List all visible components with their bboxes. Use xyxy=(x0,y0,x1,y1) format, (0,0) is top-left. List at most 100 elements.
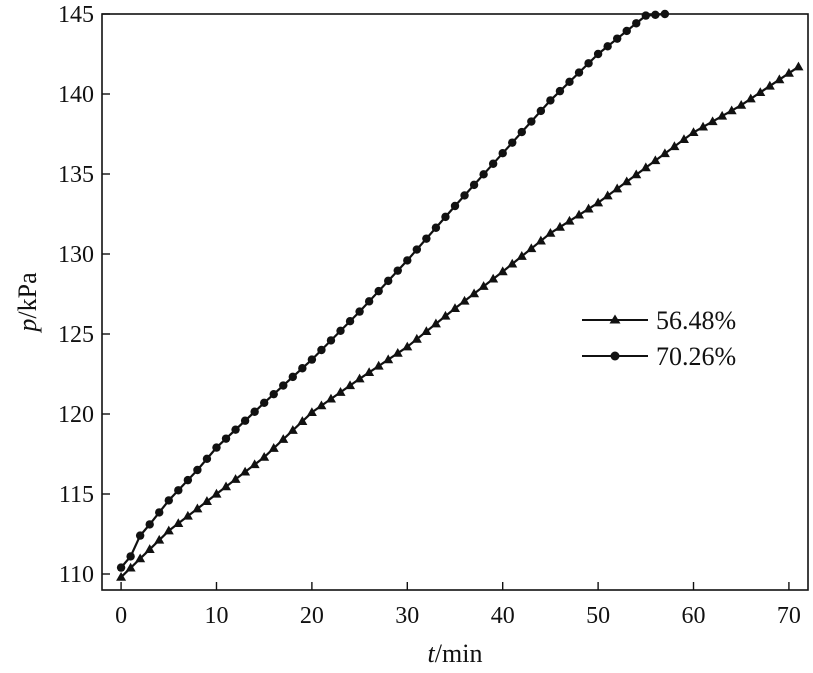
series-1 xyxy=(116,61,804,581)
data-point xyxy=(345,380,356,390)
series-2 xyxy=(116,9,670,572)
data-point xyxy=(135,531,145,540)
data-point xyxy=(660,9,670,19)
plot-frame xyxy=(101,13,809,591)
data-point xyxy=(211,488,222,498)
data-point xyxy=(182,510,193,520)
series-layer xyxy=(116,9,804,581)
data-point xyxy=(641,11,651,20)
x-tick-label: 70 xyxy=(777,603,801,629)
data-point xyxy=(622,26,631,36)
data-point xyxy=(240,466,251,476)
data-point xyxy=(736,100,747,109)
y-tick-label: 140 xyxy=(58,82,94,108)
y-tick-label: 145 xyxy=(58,2,94,28)
data-point xyxy=(459,295,470,305)
y-tick-label: 110 xyxy=(59,562,94,588)
data-point xyxy=(403,256,412,265)
data-point xyxy=(440,310,451,320)
data-point xyxy=(527,117,536,126)
data-point xyxy=(479,170,488,179)
data-point xyxy=(583,203,594,213)
y-tick-label: 125 xyxy=(58,322,94,348)
data-point xyxy=(268,443,279,452)
data-point xyxy=(774,74,785,84)
data-point xyxy=(431,223,441,232)
data-point xyxy=(460,191,469,200)
x-tick-label: 10 xyxy=(204,603,228,629)
data-point xyxy=(631,169,642,179)
y-tick-label: 135 xyxy=(58,162,94,188)
data-point xyxy=(469,288,480,298)
data-point xyxy=(593,197,604,207)
data-point xyxy=(564,215,575,225)
data-point xyxy=(202,454,212,463)
data-point xyxy=(287,425,298,434)
data-point xyxy=(603,42,612,51)
data-point xyxy=(155,508,164,517)
data-point xyxy=(326,336,336,345)
data-point xyxy=(125,562,136,572)
data-point xyxy=(669,141,680,151)
data-point xyxy=(584,59,593,68)
data-point xyxy=(306,407,317,416)
data-point xyxy=(574,68,584,77)
data-point xyxy=(478,281,489,290)
data-point xyxy=(192,503,203,513)
data-point xyxy=(517,127,526,137)
data-point xyxy=(116,572,127,581)
data-point xyxy=(154,534,165,544)
data-point xyxy=(373,360,384,370)
data-point xyxy=(497,266,508,276)
data-point xyxy=(593,49,603,59)
data-point xyxy=(354,373,365,383)
legend-entry-2: 70.26% xyxy=(582,342,736,371)
data-point xyxy=(698,121,709,131)
data-point xyxy=(632,19,641,28)
data-point xyxy=(298,364,307,373)
data-point xyxy=(612,183,623,193)
data-point xyxy=(336,326,345,335)
legend-label-2: 70.26% xyxy=(656,342,736,371)
data-point xyxy=(393,266,402,275)
x-tick-label: 40 xyxy=(491,603,515,629)
data-point xyxy=(221,434,231,443)
data-point xyxy=(288,372,298,382)
data-point xyxy=(546,96,555,105)
data-point xyxy=(488,273,499,283)
data-point xyxy=(498,149,507,158)
data-point xyxy=(183,475,193,485)
data-point xyxy=(678,134,689,144)
data-point xyxy=(574,209,585,219)
data-point xyxy=(469,180,479,190)
data-point xyxy=(231,425,240,434)
data-point xyxy=(707,116,718,126)
data-point xyxy=(507,258,518,268)
data-point xyxy=(650,155,661,165)
x-tick-label: 60 xyxy=(682,603,706,629)
data-point xyxy=(430,318,441,328)
axis-ticks: 0 10 20 30 40 50 60 70 110 115 120 125 130 135 140 145 xyxy=(58,2,801,629)
data-point xyxy=(201,496,212,505)
data-point xyxy=(745,93,756,103)
data-point xyxy=(163,525,174,535)
data-point xyxy=(116,563,126,572)
data-point xyxy=(545,228,556,237)
data-point xyxy=(450,303,460,312)
data-point xyxy=(297,416,308,425)
x-axis-label: t/min xyxy=(428,639,483,668)
data-point xyxy=(412,245,422,254)
x-tick-label: 30 xyxy=(395,603,419,629)
data-point xyxy=(307,355,317,364)
data-point xyxy=(364,297,374,306)
data-point xyxy=(374,286,383,296)
data-point xyxy=(555,86,565,96)
data-point xyxy=(755,87,766,96)
data-point xyxy=(317,345,326,355)
data-point xyxy=(364,367,375,376)
data-point xyxy=(173,518,184,528)
y-tick-label: 130 xyxy=(58,242,94,268)
data-point xyxy=(144,544,155,553)
data-point xyxy=(335,387,346,396)
